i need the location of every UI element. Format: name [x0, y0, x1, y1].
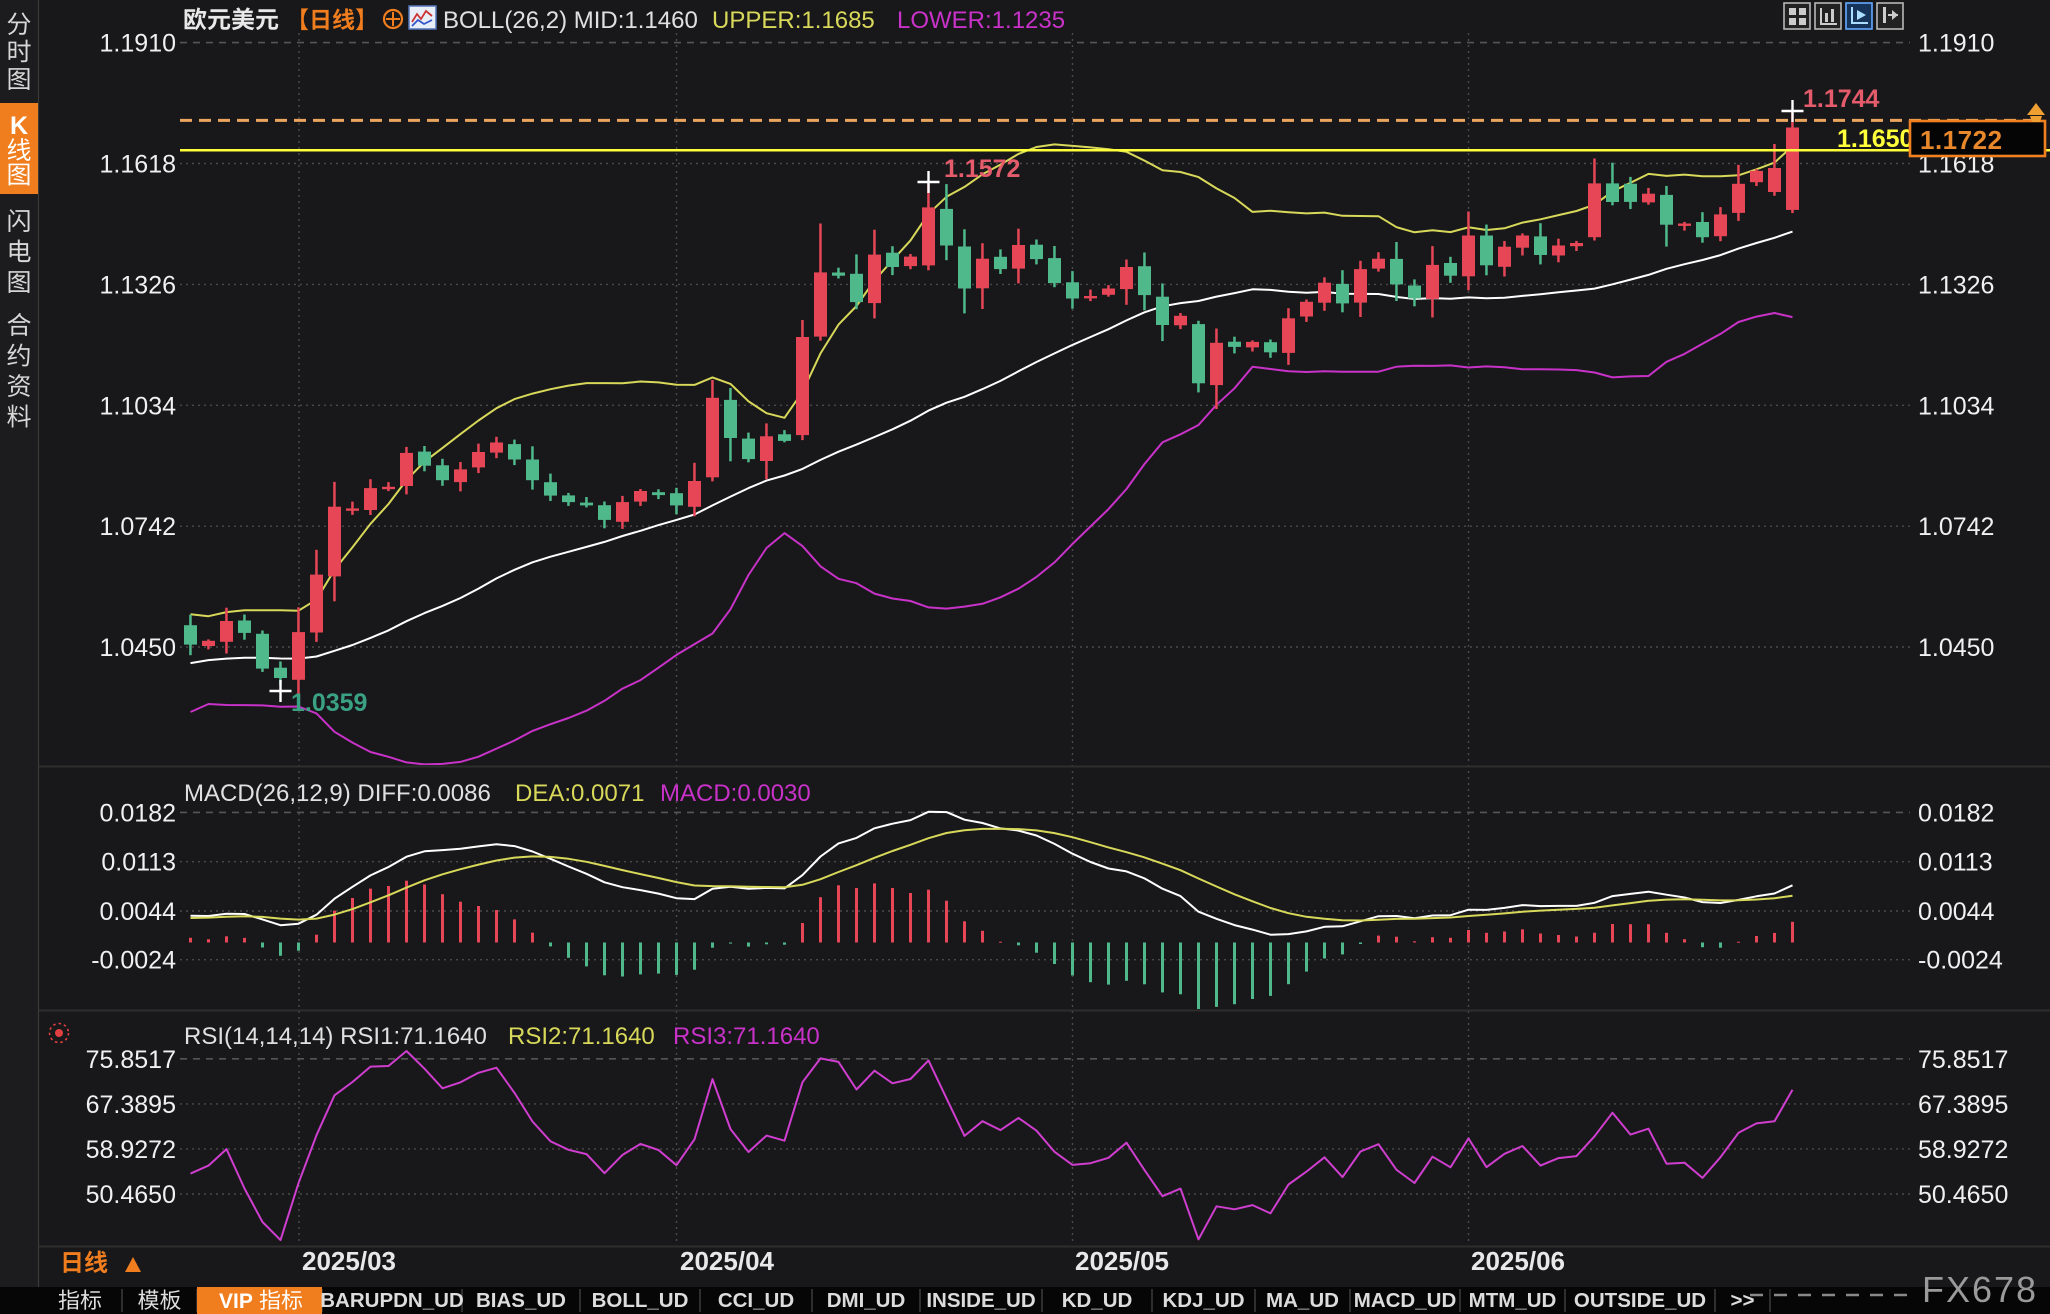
svg-text:2025/05: 2025/05 — [1075, 1246, 1169, 1276]
svg-text:-0.0024: -0.0024 — [91, 947, 176, 975]
svg-text:1.1572: 1.1572 — [944, 155, 1020, 183]
svg-text:RSI2:71.1640: RSI2:71.1640 — [508, 1023, 655, 1050]
svg-text:0.0044: 0.0044 — [1918, 898, 1995, 926]
svg-text:1.1910: 1.1910 — [1918, 30, 1994, 58]
svg-text:BARUPDN_UD: BARUPDN_UD — [320, 1289, 464, 1312]
svg-text:50.4650: 50.4650 — [86, 1181, 176, 1209]
svg-text:1.1650: 1.1650 — [1837, 125, 1913, 153]
svg-text:RSI(14,14,14) RSI1:71.1640: RSI(14,14,14) RSI1:71.1640 — [184, 1023, 487, 1050]
svg-text:1.0742: 1.0742 — [100, 513, 176, 541]
svg-text:KD_UD: KD_UD — [1062, 1289, 1133, 1312]
svg-text:1.0742: 1.0742 — [1918, 513, 1994, 541]
svg-text:BOLL(26,2) MID:1.1460: BOLL(26,2) MID:1.1460 — [443, 7, 698, 34]
svg-text:67.3895: 67.3895 — [1918, 1091, 2008, 1119]
svg-text:RSI3:71.1640: RSI3:71.1640 — [673, 1023, 820, 1050]
svg-text:-0.0024: -0.0024 — [1918, 947, 2003, 975]
svg-text:1.1744: 1.1744 — [1803, 85, 1880, 113]
svg-text:1.1326: 1.1326 — [1918, 271, 1994, 299]
svg-text:UPPER:1.1685: UPPER:1.1685 — [712, 7, 875, 34]
svg-text:OUTSIDE_UD: OUTSIDE_UD — [1574, 1289, 1706, 1312]
svg-text:0.0182: 0.0182 — [100, 799, 176, 827]
svg-text:BIAS_UD: BIAS_UD — [476, 1289, 566, 1312]
svg-text:INSIDE_UD: INSIDE_UD — [926, 1289, 1035, 1312]
svg-text:58.9272: 58.9272 — [1918, 1136, 2008, 1164]
svg-text:1.1618: 1.1618 — [100, 151, 176, 179]
svg-text:67.3895: 67.3895 — [86, 1091, 176, 1119]
svg-text:MACD(26,12,9) DIFF:0.0086: MACD(26,12,9) DIFF:0.0086 — [184, 780, 491, 807]
svg-text:1.1034: 1.1034 — [1918, 392, 1995, 420]
svg-text:1.0450: 1.0450 — [100, 634, 176, 662]
svg-text:DEA:0.0071: DEA:0.0071 — [515, 780, 644, 807]
svg-text:75.8517: 75.8517 — [86, 1046, 176, 1074]
svg-text:CCI_UD: CCI_UD — [718, 1289, 794, 1312]
svg-text:58.9272: 58.9272 — [86, 1136, 176, 1164]
svg-text:50.4650: 50.4650 — [1918, 1181, 2008, 1209]
svg-text:VIP: VIP — [219, 1290, 253, 1313]
svg-text:1.1326: 1.1326 — [100, 271, 176, 299]
svg-text:DMI_UD: DMI_UD — [827, 1289, 906, 1312]
svg-text:2025/04: 2025/04 — [680, 1246, 775, 1276]
svg-text:1.0450: 1.0450 — [1918, 634, 1994, 662]
svg-text:K: K — [10, 112, 28, 140]
svg-text:1.1034: 1.1034 — [100, 392, 177, 420]
svg-text:1.1722: 1.1722 — [1920, 125, 2003, 155]
svg-text:2025/06: 2025/06 — [1471, 1246, 1565, 1276]
svg-text:KDJ_UD: KDJ_UD — [1162, 1289, 1244, 1312]
svg-text:1.0359: 1.0359 — [291, 689, 367, 717]
svg-text:MTM_UD: MTM_UD — [1469, 1289, 1557, 1312]
svg-text:0.0044: 0.0044 — [100, 898, 177, 926]
svg-text:0.0113: 0.0113 — [101, 849, 176, 877]
svg-text:MACD:0.0030: MACD:0.0030 — [660, 780, 811, 807]
svg-text:>>: >> — [1731, 1289, 1755, 1312]
svg-text:LOWER:1.1235: LOWER:1.1235 — [897, 7, 1065, 34]
svg-text:BOLL_UD: BOLL_UD — [592, 1289, 689, 1312]
svg-text:0.0113: 0.0113 — [1918, 849, 1993, 877]
svg-text:1.1910: 1.1910 — [100, 30, 176, 58]
svg-text:75.8517: 75.8517 — [1918, 1046, 2008, 1074]
svg-text:2025/03: 2025/03 — [302, 1246, 396, 1276]
svg-text:MA_UD: MA_UD — [1266, 1289, 1339, 1312]
svg-text:MACD_UD: MACD_UD — [1354, 1289, 1457, 1312]
svg-text:FX678: FX678 — [1922, 1269, 2038, 1310]
svg-text:0.0182: 0.0182 — [1918, 799, 1994, 827]
